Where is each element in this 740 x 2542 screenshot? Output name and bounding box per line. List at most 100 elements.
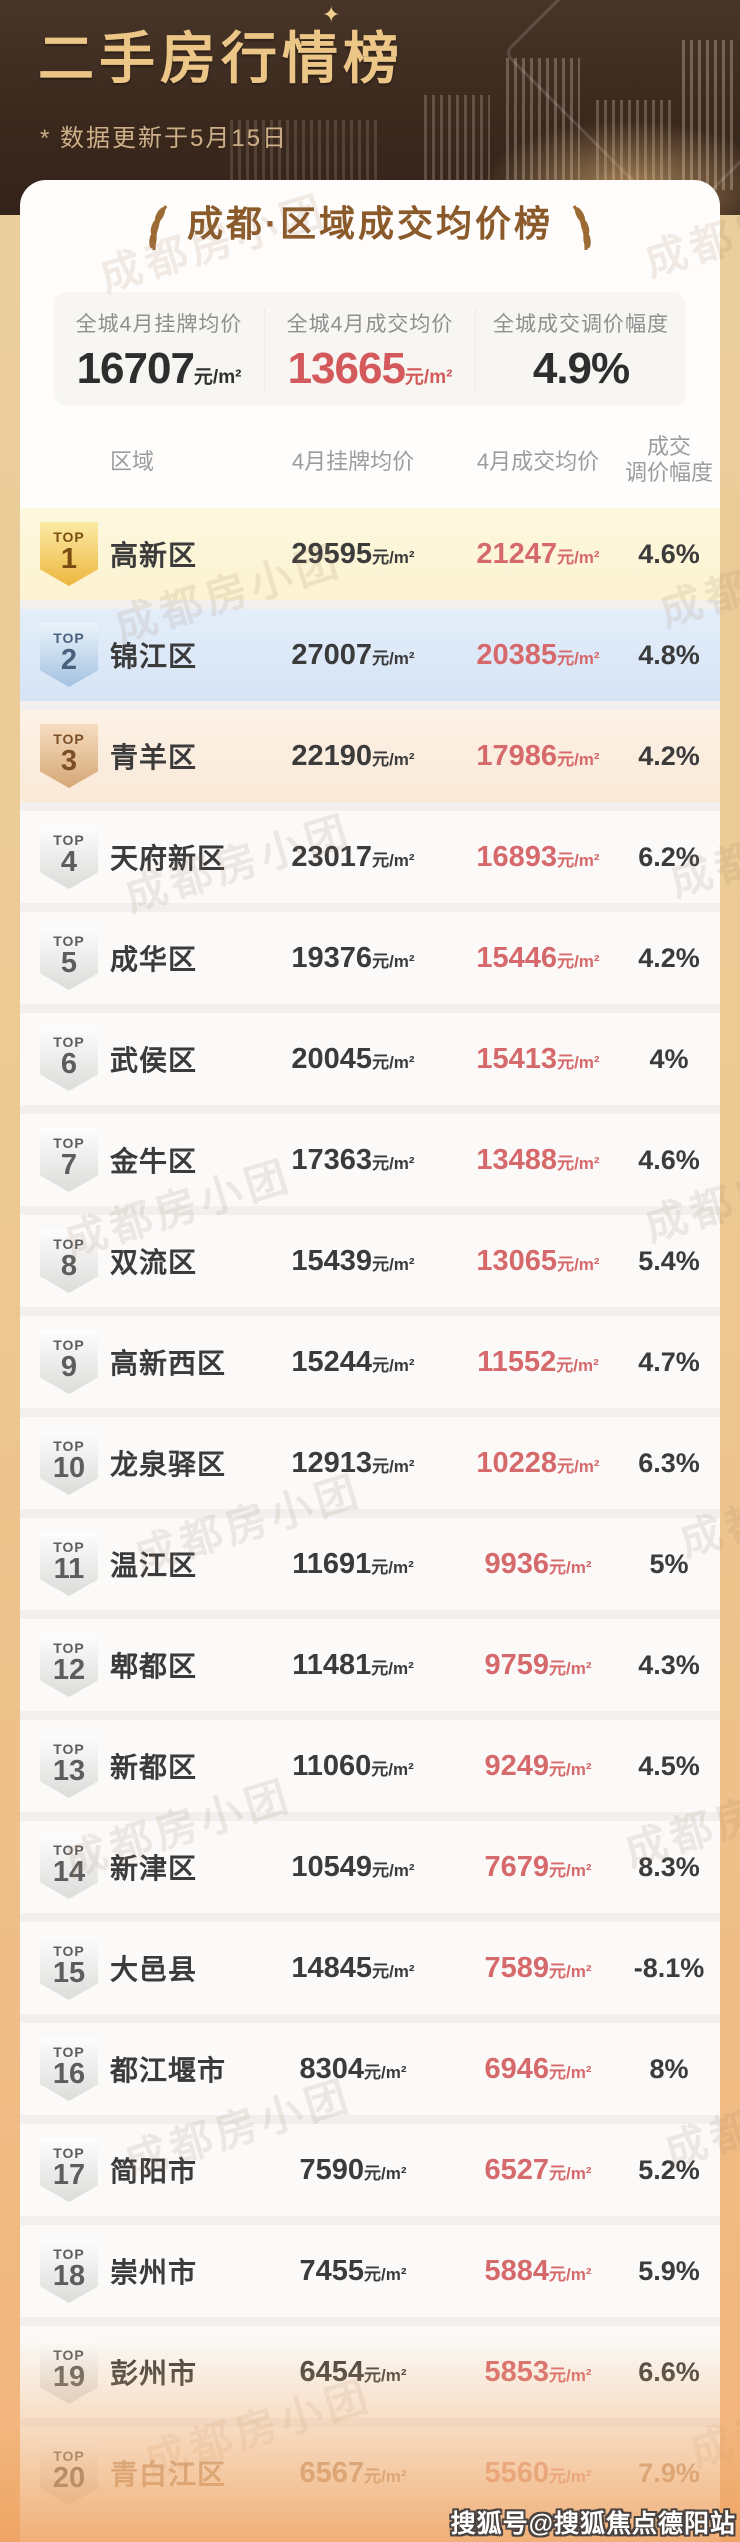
listing-price-unit: 元/m² <box>372 1860 415 1880</box>
table-row: TOP 13 新都区 11060元/m² 9249元/m² 4.5% <box>20 1720 720 1812</box>
listing-price: 8304 <box>299 2052 364 2085</box>
rank-badge: TOP 1 <box>40 522 98 586</box>
listing-price: 17363 <box>291 1143 373 1176</box>
rank-number: 7 <box>60 1149 78 1181</box>
rank-number: 9 <box>60 1351 78 1383</box>
deal-price: 6527 <box>484 2153 549 2186</box>
district-name: 龙泉驿区 <box>110 1449 227 1480</box>
deal-price-unit: 元/m² <box>549 1557 592 1577</box>
listing-price: 10549 <box>291 1850 373 1883</box>
laurel-right-icon <box>572 205 591 251</box>
rank-number: 11 <box>53 1553 85 1585</box>
rank-number: 3 <box>60 745 78 777</box>
district-name: 郫都区 <box>110 1651 198 1682</box>
table-row: TOP 12 郫都区 11481元/m² 9759元/m² 4.3% <box>20 1619 720 1711</box>
table-row: TOP 9 高新西区 15244元/m² 11552元/m² 4.7% <box>20 1316 720 1408</box>
stat-change-rate: 全城成交调价幅度 4.9% <box>475 307 686 391</box>
district-name: 天府新区 <box>110 843 227 874</box>
deal-price: 5560 <box>484 2456 549 2489</box>
deal-price: 5853 <box>484 2355 549 2388</box>
district-name: 高新区 <box>110 540 198 571</box>
card-title: 成都·区域成交均价榜 <box>187 203 553 244</box>
rank-badge: TOP 8 <box>40 1229 98 1293</box>
rank-badge: TOP 12 <box>40 1633 98 1697</box>
badge-top-label: TOP <box>53 2448 85 2464</box>
change-rate: 5% <box>649 1548 689 1579</box>
rank-number: 10 <box>52 1452 86 1484</box>
listing-price: 23017 <box>291 840 373 873</box>
header-listing-price: 4月挂牌均价 <box>291 449 415 474</box>
change-rate: 4.2% <box>638 942 700 973</box>
listing-price-unit: 元/m² <box>364 2466 407 2486</box>
deal-price: 11552 <box>477 1345 557 1378</box>
rank-badge: TOP 7 <box>40 1128 98 1192</box>
table-row: TOP 1 高新区 29595元/m² 21247元/m² 4.6% <box>20 508 720 600</box>
badge-top-label: TOP <box>53 1943 85 1959</box>
listing-price: 6454 <box>299 2355 364 2388</box>
deal-price-unit: 元/m² <box>549 1658 592 1678</box>
change-rate: 5.2% <box>638 2154 700 2185</box>
deal-price-unit: 元/m² <box>557 749 600 769</box>
listing-price: 12913 <box>291 1446 373 1479</box>
card-title-row: 成都·区域成交均价榜 <box>20 180 720 292</box>
deal-price: 15446 <box>476 941 558 974</box>
district-name: 温江区 <box>110 1550 198 1581</box>
listing-price-unit: 元/m² <box>364 2365 407 2385</box>
district-name: 崇州市 <box>110 2257 198 2288</box>
listing-price-unit: 元/m² <box>372 547 415 567</box>
deal-price: 5884 <box>484 2254 549 2287</box>
table-row: TOP 3 青羊区 22190元/m² 17986元/m² 4.2% <box>20 710 720 802</box>
district-name: 金牛区 <box>110 1146 198 1177</box>
district-name: 锦江区 <box>110 641 198 672</box>
listing-price-unit: 元/m² <box>372 1153 415 1173</box>
listing-price: 11481 <box>292 1648 372 1681</box>
deal-price-unit: 元/m² <box>549 2264 592 2284</box>
deal-price-unit: 元/m² <box>549 1860 592 1880</box>
table-row: TOP 10 龙泉驿区 12913元/m² 10228元/m² 6.3% <box>20 1417 720 1509</box>
change-rate: 4.7% <box>638 1346 700 1377</box>
rank-badge: TOP 6 <box>40 1027 98 1091</box>
deal-price: 10228 <box>476 1446 558 1479</box>
deal-price: 21247 <box>476 537 558 570</box>
listing-price: 7590 <box>299 2153 364 2186</box>
table-row: TOP 5 成华区 19376元/m² 15446元/m² 4.2% <box>20 912 720 1004</box>
deal-price: 17986 <box>476 739 558 772</box>
change-rate: 8% <box>649 2053 689 2084</box>
listing-price-unit: 元/m² <box>371 1658 414 1678</box>
deal-price: 13488 <box>476 1143 558 1176</box>
sparkle-icon: ✦ <box>322 2 341 27</box>
deal-price-unit: 元/m² <box>557 951 600 971</box>
table-row: TOP 4 天府新区 23017元/m² 16893元/m² 6.2% <box>20 811 720 903</box>
rank-badge: TOP 11 <box>40 1532 98 1596</box>
rank-badge: TOP 19 <box>40 2340 98 2404</box>
rank-badge: TOP 14 <box>40 1835 98 1899</box>
listing-price-unit: 元/m² <box>372 1355 415 1375</box>
listing-price-unit: 元/m² <box>364 2163 407 2183</box>
table-row: TOP 15 大邑县 14845元/m² 7589元/m² -8.1% <box>20 1922 720 2014</box>
table-row: TOP 18 崇州市 7455元/m² 5884元/m² 5.9% <box>20 2225 720 2317</box>
badge-top-label: TOP <box>53 2145 85 2161</box>
rank-number: 2 <box>60 644 78 676</box>
rank-number: 17 <box>52 2159 86 2191</box>
listing-price: 15244 <box>291 1345 373 1378</box>
badge-top-label: TOP <box>53 1135 85 1151</box>
rank-number: 1 <box>60 543 78 575</box>
rank-badge: TOP 3 <box>40 724 98 788</box>
rank-number: 8 <box>60 1250 78 1282</box>
badge-top-label: TOP <box>53 731 85 747</box>
change-rate: 4.3% <box>638 1649 700 1680</box>
stat-value: 13665 <box>287 343 406 393</box>
rank-number: 16 <box>52 2058 86 2090</box>
change-rate: 5.9% <box>638 2255 700 2286</box>
deal-price-unit: 元/m² <box>557 648 600 668</box>
update-note: * 数据更新于5月15日 <box>40 125 289 152</box>
deal-price-unit: 元/m² <box>557 1456 600 1476</box>
district-name: 高新西区 <box>110 1348 227 1379</box>
district-name: 双流区 <box>110 1247 198 1278</box>
table-rows: TOP 1 高新区 29595元/m² 21247元/m² 4.6% TOP 2… <box>20 508 720 2519</box>
stat-listing-avg: 全城4月挂牌均价 16707元/m² <box>54 308 264 391</box>
publisher-watermark: 搜狐号@搜狐焦点德阳站 <box>450 2510 736 2538</box>
table-row: TOP 6 武侯区 20045元/m² 15413元/m² 4% <box>20 1013 720 1105</box>
listing-price: 11060 <box>292 1749 372 1782</box>
